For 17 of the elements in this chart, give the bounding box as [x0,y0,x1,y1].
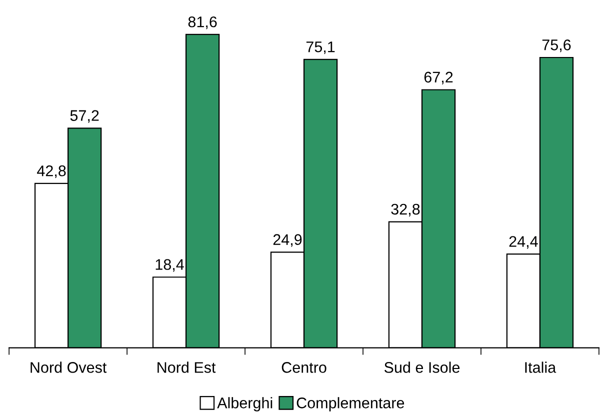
x-tick-label: Nord Est [158,362,216,373]
legend-label: Complementare [296,397,404,412]
data-label: 18,4 [156,259,184,272]
x-tick-label: Sud e Isole [384,362,460,373]
data-label: 57,2 [70,110,99,123]
data-label: 42,8 [37,165,66,178]
data-label: 75,6 [542,39,571,52]
data-label: 24,4 [509,236,538,249]
data-label: 81,6 [188,16,217,30]
x-tick-label: Centro [282,362,326,373]
data-label: 24,9 [273,234,302,247]
legend-label: Alberghi [217,397,272,412]
x-tick-label: Nord Ovest [30,362,107,373]
data-label: 67,2 [424,72,453,84]
data-label: 32,8 [391,204,420,216]
x-tick-label: Italia [525,362,556,373]
data-label: 75,1 [306,42,335,54]
